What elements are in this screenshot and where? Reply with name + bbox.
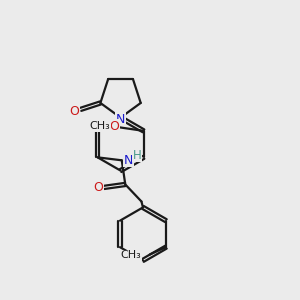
- Text: O: O: [109, 120, 119, 133]
- Text: CH₃: CH₃: [121, 250, 142, 260]
- Text: O: O: [70, 105, 80, 118]
- Text: O: O: [93, 182, 103, 194]
- Text: N: N: [124, 154, 133, 167]
- Text: H: H: [133, 148, 141, 161]
- Text: N: N: [116, 112, 125, 126]
- Text: CH₃: CH₃: [90, 122, 111, 131]
